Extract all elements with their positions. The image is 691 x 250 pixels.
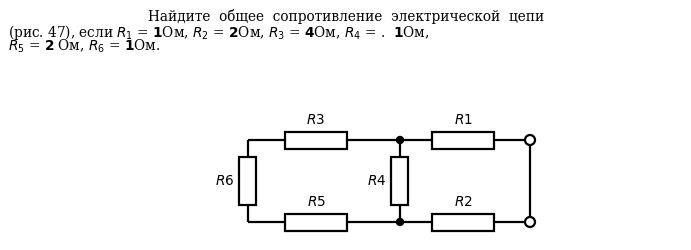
Circle shape <box>397 136 404 143</box>
Text: $R4$: $R4$ <box>367 174 386 188</box>
Circle shape <box>397 218 404 226</box>
Text: (рис. 47), если $R_1$ = $\mathbf{1}$Ом, $R_2$ = $\mathbf{2}$Ом, $R_3$ = $\mathbf: (рис. 47), если $R_1$ = $\mathbf{1}$Ом, … <box>8 23 430 42</box>
Bar <box>240 157 256 205</box>
Text: $R3$: $R3$ <box>307 114 325 128</box>
Bar <box>432 132 494 148</box>
Bar <box>392 157 408 205</box>
Bar <box>432 214 494 230</box>
Text: $R5$: $R5$ <box>307 196 325 209</box>
Text: $R1$: $R1$ <box>453 114 473 128</box>
Text: $R_5$ = $\mathbf{2}$ Ом, $R_6$ = $\mathbf{1}$Ом.: $R_5$ = $\mathbf{2}$ Ом, $R_6$ = $\mathb… <box>8 38 160 56</box>
Bar <box>285 214 347 230</box>
Circle shape <box>525 217 535 227</box>
Bar <box>285 132 347 148</box>
Text: $R2$: $R2$ <box>454 196 473 209</box>
Circle shape <box>525 135 535 145</box>
Text: Найдите  общее  сопротивление  электрической  цепи: Найдите общее сопротивление электрическо… <box>148 9 544 24</box>
Text: $R6$: $R6$ <box>215 174 234 188</box>
